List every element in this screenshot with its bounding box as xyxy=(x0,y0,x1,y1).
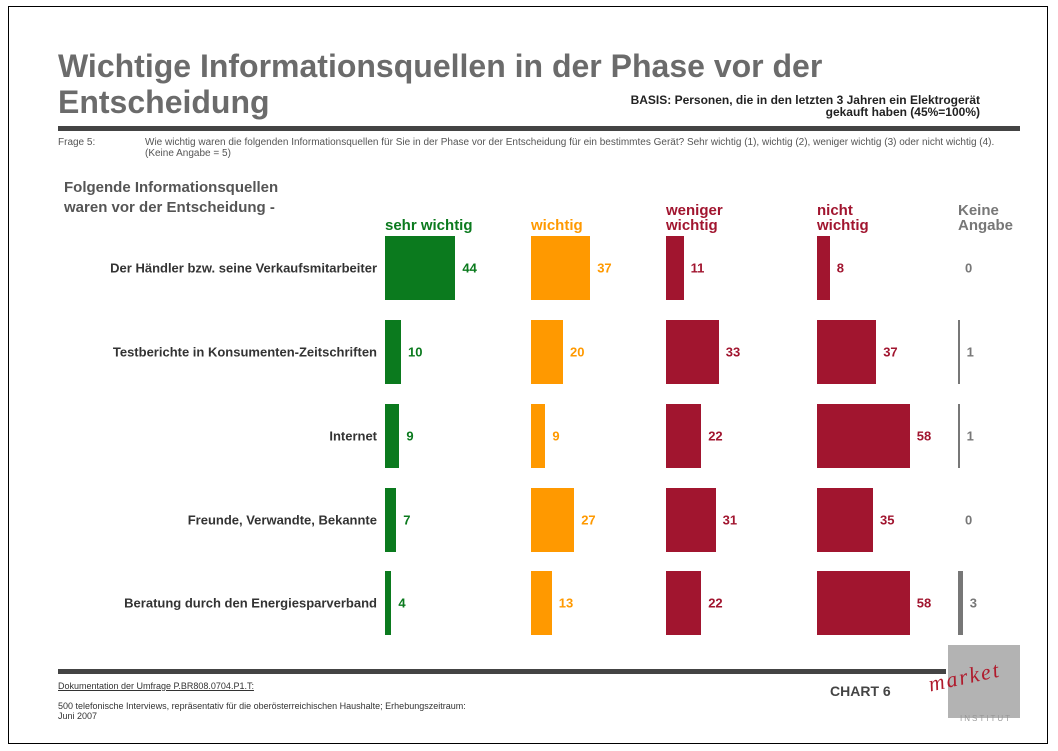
series-header: Keine Angabe xyxy=(958,202,1014,234)
category-label: Freunde, Verwandte, Bekannte xyxy=(187,512,377,528)
category-label: Internet xyxy=(329,428,377,444)
footer-text: 500 telefonische Interviews, repräsentat… xyxy=(58,701,466,721)
series-header: nicht wichtig xyxy=(817,202,869,234)
rule xyxy=(58,126,1020,131)
value-label: 22 xyxy=(708,428,723,444)
question: Wie wichtig waren die folgenden Informat… xyxy=(145,137,995,159)
bar xyxy=(666,236,684,300)
logo-subtext: INSTITUT xyxy=(960,714,1012,723)
category-label: Testberichte in Konsumenten-Zeitschrifte… xyxy=(112,344,377,360)
category-label: Der Händler bzw. seine Verkaufsmitarbeit… xyxy=(110,260,377,276)
value-label: 33 xyxy=(725,344,741,360)
bar xyxy=(666,488,716,552)
category-label: Beratung durch den Energiesparverband xyxy=(124,595,377,611)
bar xyxy=(666,571,702,635)
logo xyxy=(948,645,1020,718)
bar xyxy=(531,404,546,468)
frame xyxy=(8,6,1048,744)
bar xyxy=(666,320,719,384)
value-label: 58 xyxy=(916,595,932,611)
bar xyxy=(958,404,960,468)
value-label: 35 xyxy=(880,512,895,528)
bar xyxy=(531,320,563,384)
value-label: 4 xyxy=(398,595,406,611)
bar xyxy=(531,488,575,552)
value-label: 13 xyxy=(558,595,574,611)
subtitle: Folgende Informationsquellen waren vor d… xyxy=(64,179,279,216)
value-label: 44 xyxy=(462,260,477,276)
value-label: 8 xyxy=(836,260,845,276)
chart-number: CHART 6 xyxy=(830,683,891,699)
value-label: 1 xyxy=(966,428,974,444)
title: Wichtige Informationsquellen in der Phas… xyxy=(58,48,823,120)
series-header: wichtig xyxy=(531,217,583,234)
rule xyxy=(58,669,946,674)
value-label: 37 xyxy=(597,260,612,276)
value-label: 31 xyxy=(722,512,738,528)
bar xyxy=(531,571,552,635)
bar xyxy=(817,404,910,468)
basis: BASIS: Personen, die in den letzten 3 Ja… xyxy=(630,93,980,119)
value-label: 1 xyxy=(966,344,974,360)
value-label: 0 xyxy=(965,260,973,276)
bar xyxy=(817,571,910,635)
bar xyxy=(531,236,591,300)
value-label: 22 xyxy=(708,595,723,611)
value-label: 0 xyxy=(965,512,973,528)
bar xyxy=(385,488,397,552)
bar xyxy=(817,488,873,552)
question-label: Frage 5: xyxy=(58,137,96,148)
bar xyxy=(817,320,877,384)
bar xyxy=(666,404,702,468)
bar xyxy=(385,404,400,468)
value-label: 7 xyxy=(403,512,411,528)
value-label: 37 xyxy=(883,344,898,360)
value-label: 58 xyxy=(916,428,932,444)
value-label: 11 xyxy=(690,260,705,276)
bar xyxy=(385,236,456,300)
value-label: 3 xyxy=(969,595,978,611)
series-header: sehr wichtig xyxy=(385,217,473,234)
value-label: 27 xyxy=(581,512,596,528)
bar xyxy=(958,320,960,384)
bar xyxy=(385,571,392,635)
value-label: 20 xyxy=(570,344,585,360)
footer-link: Dokumentation der Umfrage P.BR808.0704.P… xyxy=(58,681,254,691)
bar xyxy=(817,236,830,300)
value-label: 9 xyxy=(406,428,414,444)
value-label: 9 xyxy=(552,428,560,444)
value-label: 10 xyxy=(408,344,423,360)
series-header: weniger wichtig xyxy=(666,202,723,234)
bar xyxy=(958,571,963,635)
bar xyxy=(385,320,401,384)
